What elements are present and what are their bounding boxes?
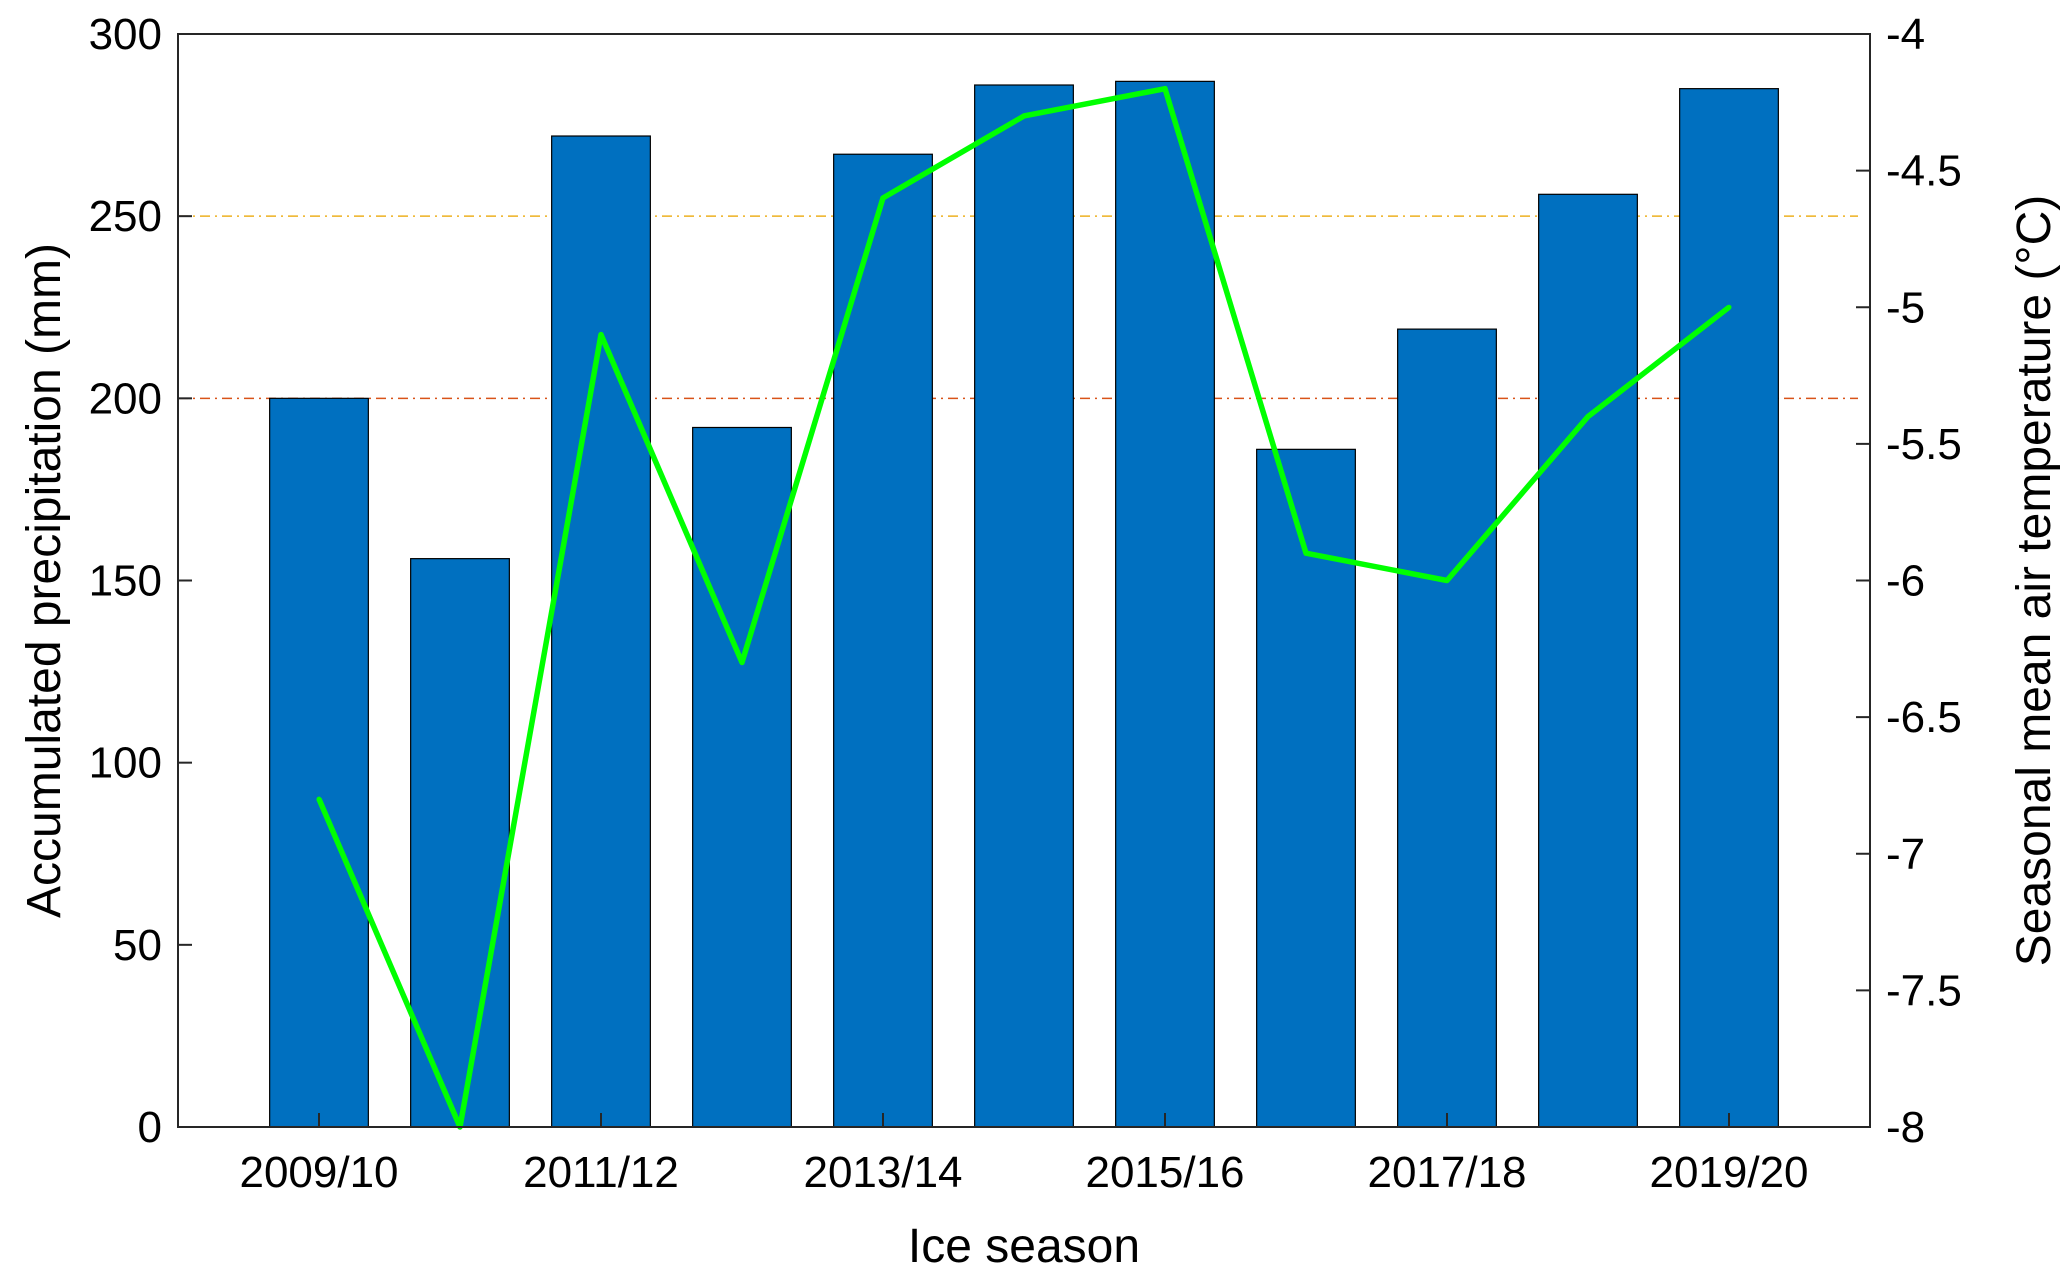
left-tick-label-200: 200	[89, 374, 162, 423]
y-axis-title: Accumulated precipitation (mm)	[18, 243, 71, 918]
left-tick-label-100: 100	[89, 739, 162, 788]
bar-2012/13	[692, 426, 792, 1128]
bar-2011/12	[551, 135, 651, 1128]
bar-2010/11	[410, 558, 510, 1128]
bar-2015/16	[1115, 80, 1215, 1128]
temperature-point-2015/16	[1162, 86, 1168, 92]
left-axis: 0 50 100 150 200 250 300	[89, 10, 192, 1152]
y2-axis-title: Seasonal mean air temperature (°C)	[2008, 195, 2061, 967]
right-tick-label--7: -7	[1886, 830, 1925, 879]
temperature-point-2017/18	[1444, 578, 1450, 583]
right-tick-label--6.5: -6.5	[1886, 693, 1962, 742]
bar-2019/20	[1679, 88, 1779, 1128]
x-tick-label-2017/18: 2017/18	[1367, 1148, 1526, 1197]
left-tick-label-300: 300	[89, 10, 162, 59]
right-tick-label--8: -8	[1886, 1103, 1925, 1152]
bar-series	[269, 80, 1779, 1128]
left-tick-label-250: 250	[89, 192, 162, 241]
temperature-point-2019/20	[1726, 304, 1732, 310]
right-tick-label--6: -6	[1886, 557, 1925, 606]
right-axis: -8 -7.5 -7 -6.5 -6 -5.5 -5 -4.5 -4	[1856, 10, 1962, 1152]
temperature-point-2013/14	[880, 195, 886, 201]
right-tick-label--5: -5	[1886, 283, 1925, 332]
left-tick-label-150: 150	[89, 557, 162, 606]
x-tick-label-2019/20: 2019/20	[1649, 1148, 1808, 1197]
temperature-point-2018/19	[1585, 414, 1591, 420]
temperature-point-2012/13	[739, 659, 745, 665]
right-tick-label--4.5: -4.5	[1886, 147, 1962, 196]
right-tick-label--4: -4	[1886, 10, 1925, 59]
bar-2013/14	[833, 153, 933, 1128]
left-tick-label-50: 50	[113, 921, 162, 970]
x-axis: 2009/10 2011/12 2013/14 2015/16 2017/18 2019/…	[239, 1113, 1809, 1197]
x-tick-label-2009/10: 2009/10	[239, 1148, 398, 1197]
bar-2009/10	[269, 397, 369, 1128]
bar-2014/15	[974, 84, 1074, 1128]
temperature-point-2011/12	[598, 332, 604, 338]
temperature-series	[316, 85, 1732, 1130]
x-axis-title: Ice season	[908, 1220, 1140, 1273]
x-tick-label-2013/14: 2013/14	[803, 1148, 962, 1197]
bar-2017/18	[1397, 328, 1497, 1128]
temperature-point-2014/15	[1021, 113, 1027, 119]
right-tick-label--7.5: -7.5	[1886, 966, 1962, 1015]
bar-2018/19	[1538, 193, 1638, 1128]
temperature-point-2016/17	[1303, 550, 1309, 556]
x-tick-label-2015/16: 2015/16	[1085, 1148, 1244, 1197]
x-tick-label-2011/12: 2011/12	[523, 1148, 679, 1197]
right-tick-label--5.5: -5.5	[1886, 420, 1962, 469]
temperature-point-2009/10	[316, 796, 322, 802]
left-tick-label-0: 0	[138, 1103, 162, 1152]
